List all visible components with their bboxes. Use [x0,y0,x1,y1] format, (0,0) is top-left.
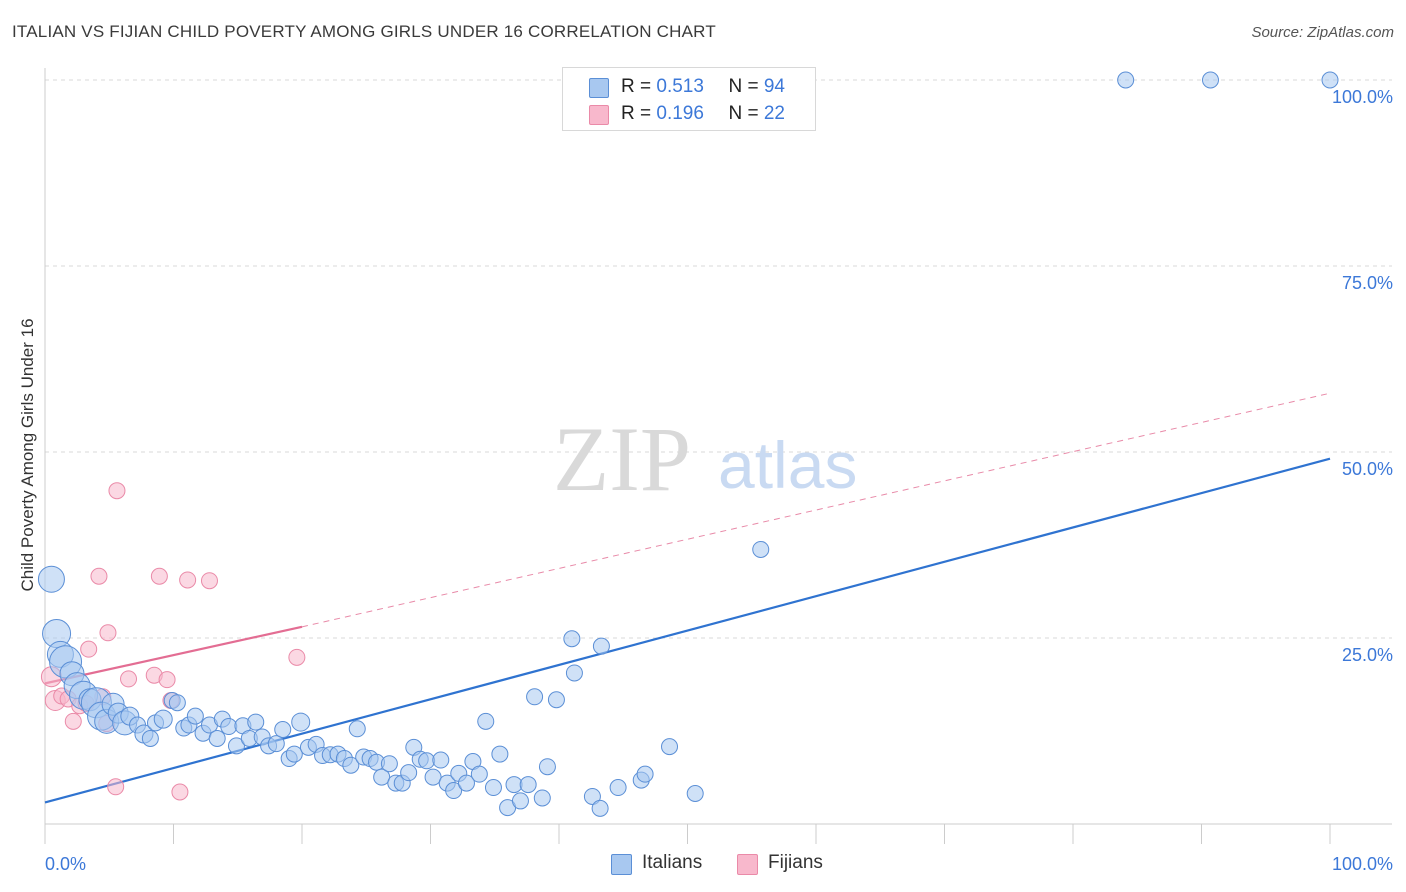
fijian-point [107,778,125,796]
italian-point [583,787,601,805]
italian-point [37,565,65,593]
watermark-zip: ZIP [553,408,691,510]
italians-legend-label: Italians [642,852,703,873]
italian-point [373,768,391,786]
axes [44,68,1392,844]
tick-labels: 25.0% 50.0% 75.0% 100.0% 0.0% 100.0% [45,87,1393,874]
x-tick-label-min: 0.0% [45,854,86,874]
italian-point [418,752,436,770]
italian-point [609,779,627,797]
italian-point [1117,71,1135,89]
x-tick-label-max: 100.0% [1332,854,1393,874]
fijian-point [80,640,98,658]
italians-n-value: 94 [763,76,785,97]
fijians-legend-swatch [737,854,758,875]
italian-point [511,792,529,810]
y-tick-label: 100.0% [1332,87,1393,107]
fijian-point [288,648,306,666]
italian-points [37,71,1339,817]
italian-point [424,768,442,786]
fijian-point [150,567,168,585]
gridlines [45,79,1392,639]
italian-point [348,720,366,738]
fijian-point [171,783,189,801]
italian-point [267,735,285,753]
italian-point [491,745,509,763]
italian-point [285,745,303,763]
italian-point [457,774,475,792]
italian-point [380,755,398,773]
italian-point [686,784,704,802]
y-tick-label: 75.0% [1342,273,1393,293]
y-tick-label: 25.0% [1342,645,1393,665]
italian-point [342,756,360,774]
italian-point [538,758,556,776]
italians-swatch [589,78,609,98]
fijian-point [200,572,218,590]
italian-point [505,776,523,794]
italian-point [477,712,495,730]
fijian-point [108,482,126,500]
italians-n-label: N = [728,76,764,97]
italians-r-label: R = [621,76,657,97]
fijians-n-value: 22 [763,103,785,124]
italian-point [400,764,418,782]
italian-point [592,637,610,655]
y-tick-label: 50.0% [1342,459,1393,479]
fijians-r-label: R = [621,103,657,124]
fijians-r-value: 0.196 [656,103,704,124]
italian-point [636,765,654,783]
fijians-n-label: N = [728,103,764,124]
fijian-point [64,712,82,730]
fijian-point [120,670,138,688]
italian-point [220,718,238,736]
chart-title: ITALIAN VS FIJIAN CHILD POVERTY AMONG GI… [12,22,716,41]
italian-point [445,782,463,800]
italian-point [547,691,565,709]
italian-point [1321,71,1339,89]
italian-point [141,729,159,747]
italian-point [565,664,583,682]
italian-point [227,737,245,755]
fijian-point [90,567,108,585]
italian-point [168,694,186,712]
italian-point [563,630,581,648]
italian-point [153,709,173,729]
italian-point [432,751,450,769]
italian-point [247,713,265,731]
fijian-point [158,671,176,689]
italian-point [661,738,679,756]
italian-point [1201,71,1219,89]
fijian-point [179,571,197,589]
italian-point [519,776,537,794]
italians-r-value: 0.513 [656,76,704,97]
fijians-legend-label: Fijians [768,852,823,873]
italians-trendline [44,457,1331,804]
italian-point [274,721,292,739]
fijians-trendline [44,625,303,685]
fijians-swatch [589,105,609,125]
correlation-legend: R = 0.513 N = 94 R = 0.196 N = 22 [562,67,816,131]
trendlines [44,392,1331,804]
italian-point [186,707,204,725]
italian-point [752,540,770,558]
italian-point [291,712,311,732]
fijian-point [99,624,117,642]
italian-point [470,765,488,783]
watermark-atlas: atlas [718,428,857,502]
italian-point [484,779,502,797]
italian-point [591,799,609,817]
italian-point [208,729,226,747]
source-label: Source: ZipAtlas.com [1251,24,1394,41]
italians-legend-swatch [611,854,632,875]
italian-point [533,789,551,807]
italian-point [526,688,544,706]
